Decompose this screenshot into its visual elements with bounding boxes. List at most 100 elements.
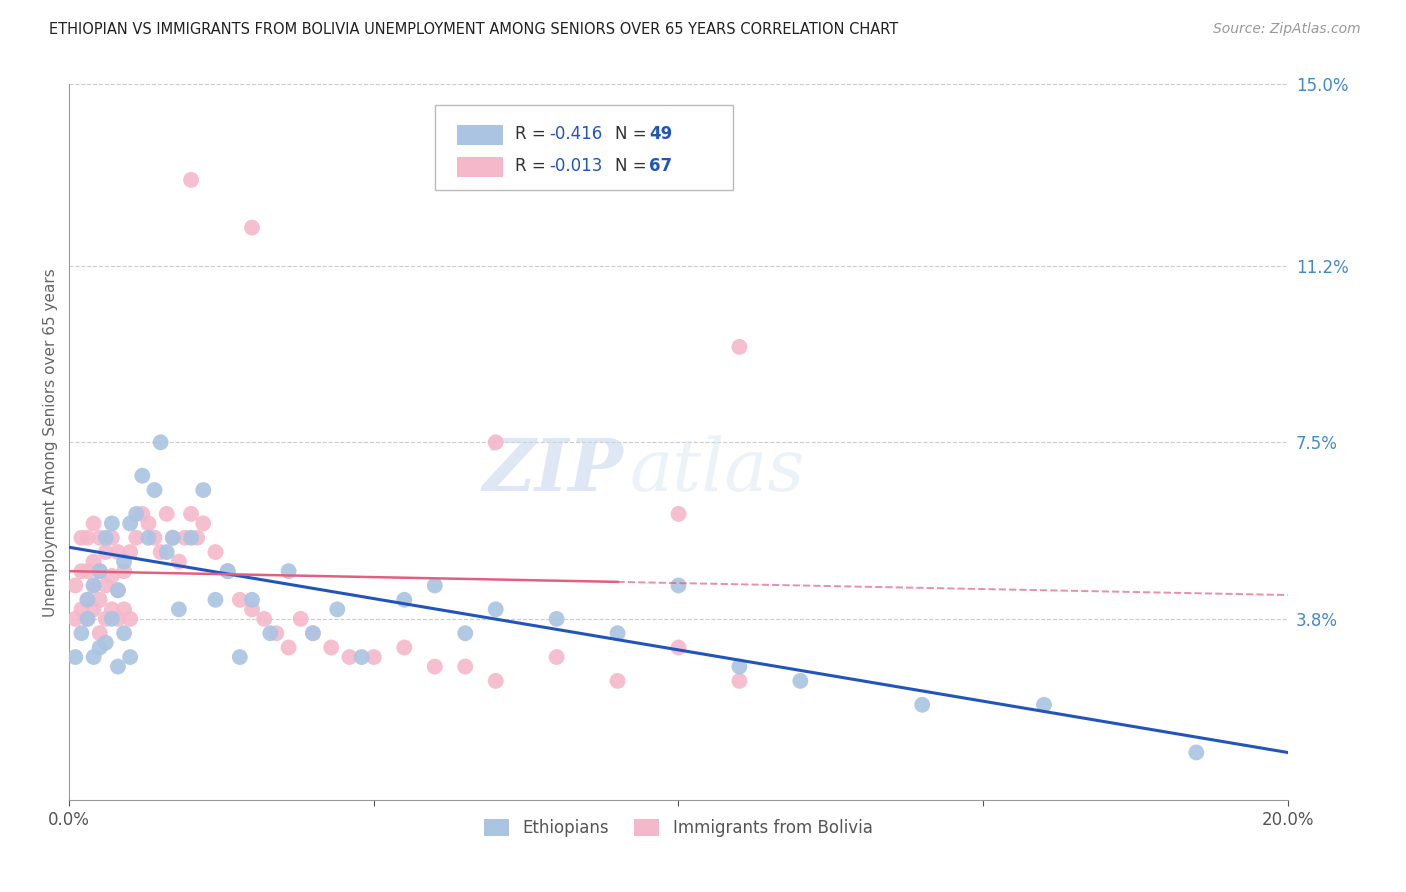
Point xyxy=(149,545,172,559)
FancyBboxPatch shape xyxy=(434,105,734,190)
Point xyxy=(101,531,124,545)
Point xyxy=(240,592,263,607)
Text: atlas: atlas xyxy=(630,435,806,507)
Point xyxy=(120,545,142,559)
Point xyxy=(394,640,416,655)
Point xyxy=(65,578,87,592)
Point xyxy=(131,507,153,521)
Point xyxy=(70,531,93,545)
Point xyxy=(606,673,628,688)
Point xyxy=(302,626,325,640)
Point xyxy=(120,516,142,531)
Point xyxy=(321,640,343,655)
Point xyxy=(485,435,508,450)
Point xyxy=(217,564,239,578)
Point xyxy=(1185,746,1208,760)
Point xyxy=(94,531,117,545)
Point xyxy=(454,626,477,640)
Point xyxy=(193,483,215,497)
Point xyxy=(76,592,98,607)
Point xyxy=(423,659,446,673)
Text: R =: R = xyxy=(515,125,551,143)
Point xyxy=(302,626,325,640)
Text: Source: ZipAtlas.com: Source: ZipAtlas.com xyxy=(1213,22,1361,37)
Point xyxy=(789,673,811,688)
Point xyxy=(229,592,252,607)
Point xyxy=(101,516,124,531)
Point xyxy=(668,640,690,655)
Point xyxy=(83,516,105,531)
Point xyxy=(89,564,111,578)
Point xyxy=(728,340,751,354)
Text: N =: N = xyxy=(614,125,652,143)
Point xyxy=(94,578,117,592)
Point xyxy=(138,531,160,545)
Point xyxy=(83,650,105,665)
Point xyxy=(89,626,111,640)
Point xyxy=(83,578,105,592)
Point xyxy=(394,592,416,607)
Point xyxy=(143,483,166,497)
Point xyxy=(423,578,446,592)
Point xyxy=(83,555,105,569)
Point xyxy=(120,612,142,626)
Point xyxy=(149,435,172,450)
Point xyxy=(290,612,312,626)
Point xyxy=(174,531,197,545)
Point xyxy=(277,640,299,655)
Text: N =: N = xyxy=(614,157,652,175)
Point xyxy=(240,220,263,235)
Point xyxy=(107,659,129,673)
Point xyxy=(76,612,98,626)
Point xyxy=(112,564,135,578)
Point xyxy=(101,602,124,616)
Point xyxy=(131,468,153,483)
Point xyxy=(277,564,299,578)
Point xyxy=(156,507,179,521)
Point xyxy=(70,602,93,616)
Point xyxy=(167,555,190,569)
Point xyxy=(363,650,385,665)
Point xyxy=(668,578,690,592)
Point xyxy=(668,507,690,521)
Point xyxy=(107,583,129,598)
Text: R =: R = xyxy=(515,157,551,175)
Point xyxy=(162,531,184,545)
Point xyxy=(101,569,124,583)
Point xyxy=(101,612,124,626)
Point xyxy=(76,531,98,545)
Point xyxy=(94,612,117,626)
Point xyxy=(76,564,98,578)
Point xyxy=(65,650,87,665)
Text: 49: 49 xyxy=(650,125,672,143)
Point xyxy=(107,583,129,598)
Point xyxy=(911,698,934,712)
Point xyxy=(83,602,105,616)
Point xyxy=(89,564,111,578)
Point xyxy=(485,602,508,616)
Point xyxy=(94,636,117,650)
Point xyxy=(204,545,226,559)
Point xyxy=(217,564,239,578)
Point xyxy=(70,626,93,640)
Point xyxy=(454,659,477,673)
Point xyxy=(94,545,117,559)
Point xyxy=(186,531,208,545)
Point xyxy=(1033,698,1056,712)
Point xyxy=(76,592,98,607)
Point xyxy=(143,531,166,545)
Point xyxy=(485,673,508,688)
Point xyxy=(125,507,148,521)
Point xyxy=(180,173,202,187)
Point xyxy=(240,602,263,616)
Point xyxy=(339,650,361,665)
Point xyxy=(125,531,148,545)
Point xyxy=(259,626,281,640)
Point xyxy=(112,602,135,616)
Point xyxy=(229,650,252,665)
Point xyxy=(83,578,105,592)
Text: ZIP: ZIP xyxy=(482,435,624,507)
Point xyxy=(167,602,190,616)
Text: ETHIOPIAN VS IMMIGRANTS FROM BOLIVIA UNEMPLOYMENT AMONG SENIORS OVER 65 YEARS CO: ETHIOPIAN VS IMMIGRANTS FROM BOLIVIA UNE… xyxy=(49,22,898,37)
Point xyxy=(65,612,87,626)
